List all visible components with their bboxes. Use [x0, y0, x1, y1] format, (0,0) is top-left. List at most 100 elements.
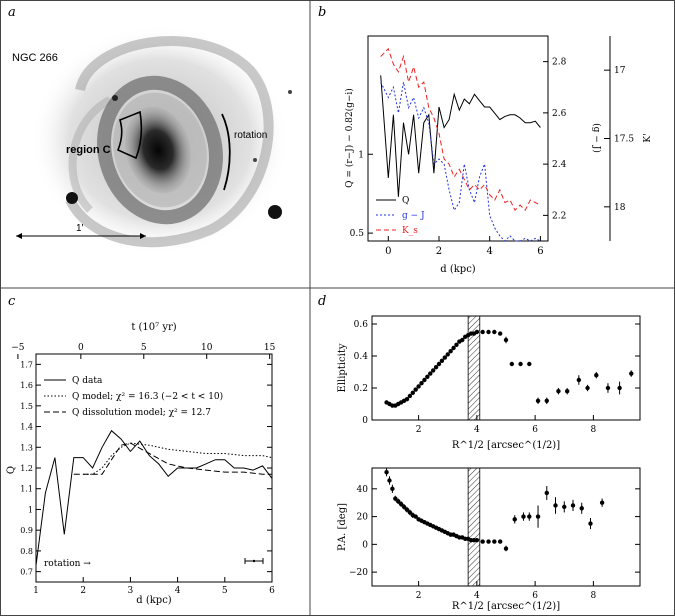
panel-d-data-point: [396, 499, 401, 504]
panel-d-data-point: [564, 389, 570, 394]
panel-d-data-point: [503, 546, 509, 551]
panel-c-xtick-label: 3: [128, 586, 134, 596]
panel-c-ytick-label: 1.1: [20, 485, 33, 494]
region-c-label: region C: [66, 144, 111, 156]
panel-b-ytick-mid-label: 2.8: [552, 58, 567, 68]
panel-d-data-point: [509, 361, 515, 367]
panel-d-data-point: [422, 377, 427, 383]
foreground-star: [268, 205, 282, 219]
panel-d-data-point: [425, 374, 430, 379]
panel-c-ytick-label: 0.7: [20, 568, 33, 577]
panel-c-ylabel: Q: [6, 466, 17, 474]
legend-label-q: Q: [402, 196, 409, 206]
panel-d-data-point: [486, 539, 491, 544]
panel-d-bottom-frame: [371, 467, 641, 587]
rotation-arc: [221, 113, 231, 191]
panel-d-data-point: [535, 398, 541, 403]
panel-d-data-point: [407, 393, 413, 399]
panel-b-chart: 0 2 4 6 0.5 1 2.2 2.4 2.6 2.8 17 17.5 18 d (kpc) Q =…: [344, 35, 653, 275]
panel-d-ytick-label: 0.6: [354, 320, 369, 330]
panel-b-ytick-mid-label: 2.2: [552, 211, 566, 221]
panel-d-ytick-label: −20: [349, 568, 368, 578]
panel-d-bottom-ylabel: P.A. [deg]: [337, 503, 348, 551]
panel-d-chart: 2 4 6 8 0 0.2 0.4 0.6 2 4 6 8 −20 0 20 40 R^1/2 [arcse…: [337, 315, 641, 612]
panel-b-plot-frame: [367, 35, 549, 242]
panel-d-data-point: [556, 389, 561, 394]
panel-d-xtick-label: 2: [416, 425, 422, 435]
foreground-star: [112, 95, 118, 101]
panel-d-xtick-label: 4: [474, 425, 480, 435]
panel-b-xtick-label: 0: [385, 246, 391, 257]
panel-b-xtick-label: 4: [487, 246, 493, 257]
panel-d-data-point: [448, 349, 453, 354]
region-c-outline: [116, 110, 143, 160]
panel-c-series-line-2: [73, 442, 272, 475]
panel-d-data-point: [398, 501, 404, 507]
panel-c-top-tick-label: −5: [11, 343, 25, 353]
panel-d-ytick-label: 0.4: [354, 352, 369, 362]
panel-c-xtick-label: 6: [269, 586, 275, 596]
panel-c-ytick-label: 1: [28, 505, 33, 514]
panel-d-data-point: [527, 361, 532, 367]
panel-label-d: d: [318, 294, 326, 309]
panel-d-data-point: [445, 352, 450, 357]
panel-d-data-point: [428, 371, 433, 376]
panel-d-data-point: [594, 373, 599, 378]
panel-c-top-axis-label: t (10⁷ yr): [131, 322, 176, 333]
panel-d-xtick-label: 4: [474, 591, 480, 601]
panel-d-data-point: [553, 503, 558, 508]
panel-b-xtick-label: 6: [537, 246, 543, 257]
panel-d-shaded-band: [467, 315, 481, 421]
panel-d-data-point: [579, 506, 584, 511]
galaxy-image: [16, 25, 292, 255]
panel-d-data-point: [436, 361, 442, 367]
foreground-star: [288, 90, 292, 94]
foreground-star: [253, 158, 257, 162]
panel-d-xtick-label: 6: [532, 591, 538, 601]
panel-d-data-point: [410, 390, 415, 395]
panel-c-top-tick-label: 0: [78, 343, 84, 353]
panel-d-ytick-label: 0.2: [354, 384, 368, 394]
panel-c-ytick-label: 1.5: [20, 402, 33, 411]
panel-d-shaded-band: [467, 467, 481, 587]
panel-d-xtick-label: 8: [591, 425, 597, 435]
galaxy-outer-arm-2: [68, 96, 112, 213]
panel-b-ytick-right-label: 18: [614, 203, 626, 213]
panel-d-data-point: [433, 365, 439, 370]
panel-d-data-point: [480, 539, 485, 544]
panel-b-ytick-mid-label: 2.4: [552, 160, 567, 170]
galaxy-outer-arm: [65, 36, 274, 248]
panel-d-ytick-label: 0: [362, 416, 368, 426]
panel-b-ytick-left-label: 0.5: [350, 229, 365, 239]
panel-c-chart: 1 2 3 4 5 6 −5 0 5 10 15 0.7 0.8 0.9 1 1.1 1.2 1.3 1.4 1.5 1…: [6, 322, 276, 606]
panel-d-data-point: [599, 500, 605, 505]
panel-d-data-point: [535, 514, 541, 519]
panel-b-ylabel-mid: (g − J): [591, 123, 602, 153]
panel-d-data-point: [439, 358, 445, 363]
panel-d-data-point: [401, 504, 407, 510]
panel-c-top-tick-label: 5: [141, 343, 147, 353]
panel-d-ytick-label: 20: [357, 513, 369, 523]
galaxy-ring: [97, 75, 223, 225]
panel-c-ytick-label: 1.7: [20, 360, 33, 369]
panel-d-data-point: [576, 377, 582, 383]
sample-error-point: [252, 559, 256, 563]
panel-d-data-point: [430, 368, 436, 373]
panel-d-data-point: [480, 329, 485, 335]
panel-d-data-point: [419, 381, 424, 386]
panel-c-top-tick-label: 15: [264, 343, 276, 353]
panel-label-a: a: [8, 5, 16, 20]
panel-d-data-point: [416, 384, 421, 389]
panel-c-series-line-0: [35, 429, 273, 566]
panel-c-ytick-label: 1.6: [20, 381, 33, 390]
panel-d-top-ylabel: Ellipticity: [337, 343, 348, 392]
panel-d-data-point: [570, 503, 576, 508]
panel-b-series-line-2: [380, 47, 541, 212]
legend-label-ks: K_s: [402, 226, 418, 236]
panel-d-data-point: [460, 337, 465, 343]
rotation-label: rotation: [234, 130, 267, 141]
panel-b-ytick-left-label: 1: [358, 150, 364, 160]
panel-d-data-point: [562, 504, 567, 510]
panel-d-data-point: [413, 387, 418, 392]
